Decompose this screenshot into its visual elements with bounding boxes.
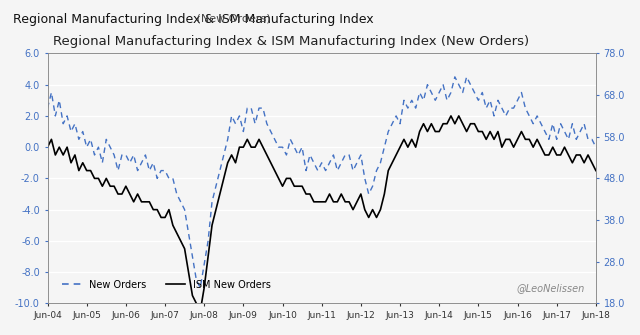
Text: @LeoNelissen: @LeoNelissen	[516, 283, 585, 293]
Text: Regional Manufacturing Index & ISM Manufacturing Index: Regional Manufacturing Index & ISM Manuf…	[13, 13, 373, 26]
Text: (New Orders): (New Orders)	[193, 13, 270, 23]
Text: Regional Manufacturing Index & ISM Manufacturing Index (New Orders): Regional Manufacturing Index & ISM Manuf…	[53, 35, 529, 48]
Legend: New Orders, ISM New Orders: New Orders, ISM New Orders	[58, 276, 275, 293]
